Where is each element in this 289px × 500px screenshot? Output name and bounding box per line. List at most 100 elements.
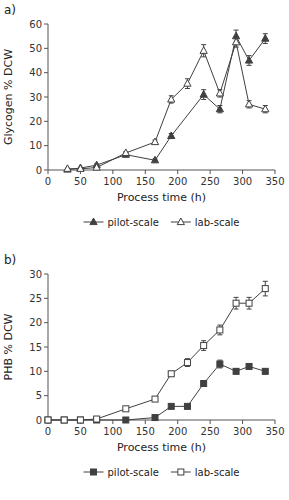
x-tick-label: 300 (233, 426, 252, 437)
error-cap (234, 47, 239, 48)
error-cap (217, 334, 222, 335)
point (262, 105, 269, 112)
error-cap (263, 43, 268, 44)
y-tick (44, 97, 48, 98)
error-cap (247, 65, 252, 66)
error-cap (217, 360, 222, 361)
legend: pilot-scale lab-scale (84, 467, 240, 478)
point (200, 47, 207, 54)
y-tick (44, 121, 48, 122)
error-cap (217, 97, 222, 98)
point (246, 363, 252, 369)
y-tick (44, 322, 48, 323)
x-tick (242, 170, 243, 174)
point (61, 417, 67, 423)
y-tick (44, 395, 48, 396)
y-tick-label: 25 (29, 293, 42, 304)
error-cap (247, 297, 252, 298)
x-tick-label: 50 (74, 426, 87, 437)
x-tick-label: 350 (265, 176, 284, 187)
y-tick-label: 60 (29, 19, 42, 30)
x-tick (210, 420, 211, 424)
legend-label: pilot-scale (108, 217, 159, 228)
point (216, 89, 223, 96)
legend-marker (177, 218, 184, 225)
y-tick-label: 50 (29, 43, 42, 54)
figure: a)0102030405060050100150200250300350Proc… (0, 0, 289, 500)
x-tick-label: 200 (168, 426, 187, 437)
point (64, 166, 71, 173)
error-bar (169, 371, 174, 376)
error-bar (234, 369, 239, 374)
y-tick-label: 30 (29, 269, 42, 280)
y-tick-label: 0 (36, 165, 42, 176)
x-tick (275, 170, 276, 174)
x-tick (210, 170, 211, 174)
error-cap (185, 358, 190, 359)
point (45, 417, 51, 423)
point (77, 164, 84, 171)
point (77, 417, 83, 423)
panel: b)051015202530050100150200250300350Proce… (2, 253, 285, 478)
point (168, 95, 175, 102)
point (168, 132, 175, 139)
series-line (67, 36, 265, 169)
legend-label: lab-scale (195, 467, 240, 478)
x-axis-label: Process time (h) (117, 191, 206, 204)
error-bar (263, 281, 268, 296)
y-tick-label: 40 (29, 67, 42, 78)
x-tick (177, 420, 178, 424)
error-cap (201, 99, 206, 100)
series-line (48, 289, 265, 420)
x-tick-label: 200 (168, 176, 187, 187)
error-bar (247, 364, 252, 370)
point (168, 403, 174, 409)
y-tick (44, 145, 48, 146)
error-cap (201, 340, 206, 341)
point (217, 361, 223, 367)
y-tick-label: 10 (29, 366, 42, 377)
error-cap (263, 112, 268, 113)
legend-item: lab-scale (171, 217, 240, 228)
x-tick (145, 170, 146, 174)
point (200, 91, 207, 98)
x-tick-label: 150 (136, 176, 155, 187)
x-tick (242, 420, 243, 424)
y-tick-label: 20 (29, 116, 42, 127)
y-tick-label: 10 (29, 140, 42, 151)
point (152, 396, 158, 402)
error-bar (234, 297, 239, 309)
point (184, 360, 190, 366)
legend-item: pilot-scale (84, 467, 159, 478)
panel-label: a) (4, 3, 16, 17)
error-cap (185, 366, 190, 367)
y-tick (44, 347, 48, 348)
point (233, 368, 239, 374)
legend-marker (91, 469, 97, 475)
point (151, 156, 158, 163)
x-tick-label: 150 (136, 426, 155, 437)
legend-label: pilot-scale (108, 467, 159, 478)
point (233, 300, 239, 306)
legend-marker (178, 469, 184, 475)
point (152, 415, 158, 421)
y-tick (44, 24, 48, 25)
point (217, 327, 223, 333)
error-bar (217, 325, 222, 335)
y-tick-label: 5 (36, 390, 42, 401)
point (77, 165, 84, 172)
x-tick (275, 420, 276, 424)
point (122, 149, 129, 156)
x-tick-label: 100 (103, 176, 122, 187)
y-axis-label: Glycogen % DCW (2, 49, 15, 145)
error-cap (217, 367, 222, 368)
y-tick (44, 274, 48, 275)
plot-data (45, 281, 268, 423)
error-cap (185, 88, 190, 89)
point (216, 105, 223, 112)
error-cap (263, 281, 268, 282)
point (64, 165, 71, 172)
point (168, 371, 174, 377)
x-tick-label: 350 (265, 426, 284, 437)
point (123, 417, 129, 423)
